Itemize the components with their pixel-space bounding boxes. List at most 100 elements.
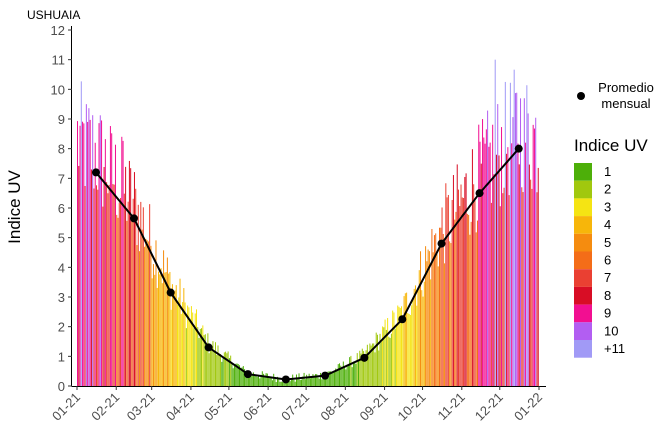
daily-uv-bar	[347, 364, 349, 386]
daily-uv-bar	[101, 120, 103, 387]
daily-uv-bar	[303, 372, 305, 386]
daily-uv-bar	[465, 173, 467, 386]
daily-uv-bar	[318, 378, 320, 386]
daily-uv-bar	[144, 246, 146, 386]
daily-uv-bar	[77, 121, 79, 386]
daily-uv-bar	[228, 358, 230, 386]
x-tick-label: 12-21	[472, 390, 506, 424]
daily-uv-bar	[409, 314, 411, 386]
daily-uv-bar	[426, 261, 428, 386]
daily-uv-bar	[209, 350, 211, 386]
daily-uv-bar	[244, 369, 246, 386]
daily-uv-bar	[164, 272, 166, 386]
daily-uv-bar	[150, 245, 152, 386]
daily-uv-bar	[492, 124, 494, 386]
daily-uv-bar	[289, 381, 291, 386]
daily-uv-bar	[123, 193, 125, 386]
daily-uv-bar	[327, 371, 329, 386]
daily-uv-bar	[118, 202, 120, 386]
daily-uv-bar	[526, 85, 528, 387]
daily-uv-bar	[208, 353, 210, 386]
daily-uv-bar	[404, 293, 406, 386]
daily-uv-bar	[454, 219, 456, 386]
daily-uv-bar	[213, 351, 215, 386]
daily-uv-bar	[258, 376, 260, 386]
legend-average-label: Promedio	[598, 80, 654, 95]
daily-uv-bar	[106, 182, 108, 386]
daily-uv-bar	[222, 357, 224, 386]
daily-uv-bar	[199, 328, 201, 386]
daily-uv-bar	[263, 373, 265, 386]
daily-uv-bar	[423, 281, 425, 386]
daily-uv-bar	[416, 305, 418, 386]
daily-uv-bar	[87, 121, 89, 386]
daily-uv-bar	[178, 297, 180, 386]
daily-uv-bar	[408, 313, 410, 386]
daily-uv-bar	[459, 206, 461, 386]
monthly-average-point	[321, 371, 330, 380]
daily-uv-bar	[342, 361, 344, 386]
daily-uv-bar	[278, 379, 280, 386]
monthly-average-point	[514, 144, 523, 153]
daily-uv-bar	[204, 334, 206, 386]
daily-uv-bar	[337, 364, 339, 386]
daily-uv-bar	[255, 375, 257, 386]
daily-uv-bar	[345, 369, 347, 386]
y-tick-label: 10	[51, 82, 65, 97]
daily-uv-bar	[142, 207, 144, 386]
daily-uv-bar	[121, 136, 123, 386]
daily-uv-bar	[413, 288, 415, 386]
daily-uv-bar	[237, 364, 239, 386]
daily-uv-bar	[97, 189, 99, 386]
daily-uv-bar	[358, 360, 360, 386]
daily-uv-bar	[346, 364, 348, 386]
daily-uv-bar	[508, 195, 510, 386]
daily-uv-bar	[375, 332, 377, 386]
daily-uv-bar	[483, 137, 485, 386]
x-tick-label: 01-22	[511, 390, 545, 424]
daily-uv-bar	[90, 169, 92, 386]
daily-uv-bar	[536, 192, 538, 386]
x-tick-label: 04-21	[163, 390, 197, 424]
daily-uv-bar	[352, 361, 354, 386]
daily-uv-bar	[122, 140, 124, 386]
y-tick-label: 5	[58, 231, 65, 246]
daily-uv-bar	[427, 249, 429, 386]
daily-uv-bar	[111, 133, 113, 386]
daily-uv-bar	[485, 129, 487, 387]
x-tick-label: 03-21	[124, 390, 158, 424]
daily-uv-bar	[317, 377, 319, 386]
daily-uv-bar	[271, 380, 273, 386]
daily-uv-bar	[232, 368, 234, 386]
daily-uv-bar	[130, 168, 132, 386]
daily-uv-bar	[420, 251, 422, 386]
daily-bars	[77, 59, 539, 387]
daily-uv-bar	[380, 341, 382, 386]
y-tick-label: 8	[58, 142, 65, 157]
daily-uv-bar	[314, 374, 316, 386]
daily-uv-bar	[207, 333, 209, 386]
daily-uv-bar	[359, 350, 361, 386]
daily-uv-bar	[211, 347, 213, 386]
daily-uv-bar	[513, 69, 515, 387]
daily-uv-bar	[366, 344, 368, 386]
daily-uv-bar	[135, 188, 137, 386]
daily-uv-bar	[521, 187, 523, 386]
daily-uv-bar	[268, 378, 270, 386]
legend-average-point	[577, 92, 585, 100]
daily-uv-bar	[433, 235, 435, 386]
daily-uv-bar	[514, 93, 516, 386]
daily-uv-bar	[225, 351, 227, 386]
daily-uv-bar	[139, 251, 141, 386]
daily-uv-bar	[274, 378, 276, 386]
daily-uv-bar	[385, 329, 387, 386]
daily-uv-bar	[92, 115, 94, 386]
daily-uv-bar	[83, 123, 85, 386]
monthly-average-point	[437, 239, 446, 248]
daily-uv-bar	[221, 361, 223, 386]
y-tick-label: 11	[52, 53, 66, 68]
daily-uv-bar	[312, 374, 314, 386]
daily-uv-bar	[127, 201, 129, 386]
daily-uv-bar	[292, 374, 294, 386]
daily-uv-bar	[187, 305, 189, 386]
